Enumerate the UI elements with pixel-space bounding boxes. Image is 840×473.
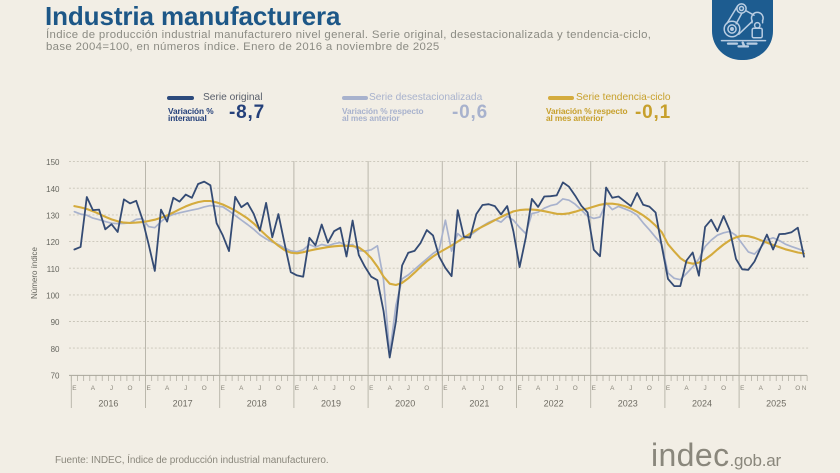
svg-text:J: J	[110, 385, 113, 392]
svg-text:E: E	[221, 385, 225, 392]
svg-text:130: 130	[46, 212, 60, 221]
svg-text:90: 90	[51, 318, 60, 327]
svg-text:120: 120	[46, 238, 60, 247]
svg-text:A: A	[610, 385, 615, 392]
svg-text:O: O	[350, 385, 355, 392]
svg-text:J: J	[481, 385, 484, 392]
svg-text:E: E	[443, 385, 447, 392]
svg-text:140: 140	[46, 185, 60, 194]
svg-text:E: E	[666, 385, 670, 392]
svg-text:2018: 2018	[247, 399, 267, 409]
svg-text:O: O	[647, 385, 652, 392]
svg-text:2020: 2020	[395, 399, 415, 409]
svg-text:Número índice: Número índice	[30, 246, 39, 299]
svg-text:O: O	[795, 385, 800, 392]
svg-text:N: N	[802, 385, 807, 392]
svg-text:J: J	[258, 385, 261, 392]
svg-text:O: O	[128, 385, 133, 392]
svg-text:2025: 2025	[766, 399, 786, 409]
svg-text:2024: 2024	[692, 399, 712, 409]
svg-text:A: A	[684, 385, 689, 392]
svg-text:O: O	[573, 385, 578, 392]
svg-text:J: J	[407, 385, 410, 392]
svg-text:A: A	[165, 385, 170, 392]
svg-text:A: A	[313, 385, 318, 392]
svg-text:E: E	[592, 385, 596, 392]
svg-text:A: A	[239, 385, 244, 392]
svg-text:J: J	[332, 385, 335, 392]
svg-text:A: A	[462, 385, 467, 392]
svg-text:J: J	[703, 385, 706, 392]
svg-text:E: E	[517, 385, 521, 392]
svg-text:150: 150	[46, 158, 60, 167]
svg-text:O: O	[202, 385, 207, 392]
svg-text:O: O	[721, 385, 726, 392]
svg-text:A: A	[91, 385, 96, 392]
svg-text:O: O	[424, 385, 429, 392]
svg-text:O: O	[499, 385, 504, 392]
svg-text:E: E	[146, 385, 150, 392]
svg-text:E: E	[740, 385, 744, 392]
svg-text:E: E	[72, 385, 76, 392]
svg-text:J: J	[629, 385, 632, 392]
svg-text:2017: 2017	[173, 399, 193, 409]
svg-text:2016: 2016	[98, 399, 118, 409]
svg-text:2022: 2022	[544, 399, 564, 409]
svg-text:J: J	[555, 385, 558, 392]
svg-text:A: A	[759, 385, 764, 392]
svg-text:A: A	[536, 385, 541, 392]
svg-text:J: J	[778, 385, 781, 392]
svg-text:100: 100	[46, 292, 60, 301]
svg-text:E: E	[295, 385, 299, 392]
svg-text:2019: 2019	[321, 399, 341, 409]
svg-text:2021: 2021	[469, 399, 489, 409]
svg-text:80: 80	[51, 345, 60, 354]
svg-text:O: O	[276, 385, 281, 392]
svg-text:A: A	[388, 385, 393, 392]
svg-text:110: 110	[47, 265, 60, 274]
svg-text:J: J	[184, 385, 187, 392]
svg-text:2023: 2023	[618, 399, 638, 409]
svg-text:E: E	[369, 385, 373, 392]
svg-text:70: 70	[51, 371, 60, 380]
